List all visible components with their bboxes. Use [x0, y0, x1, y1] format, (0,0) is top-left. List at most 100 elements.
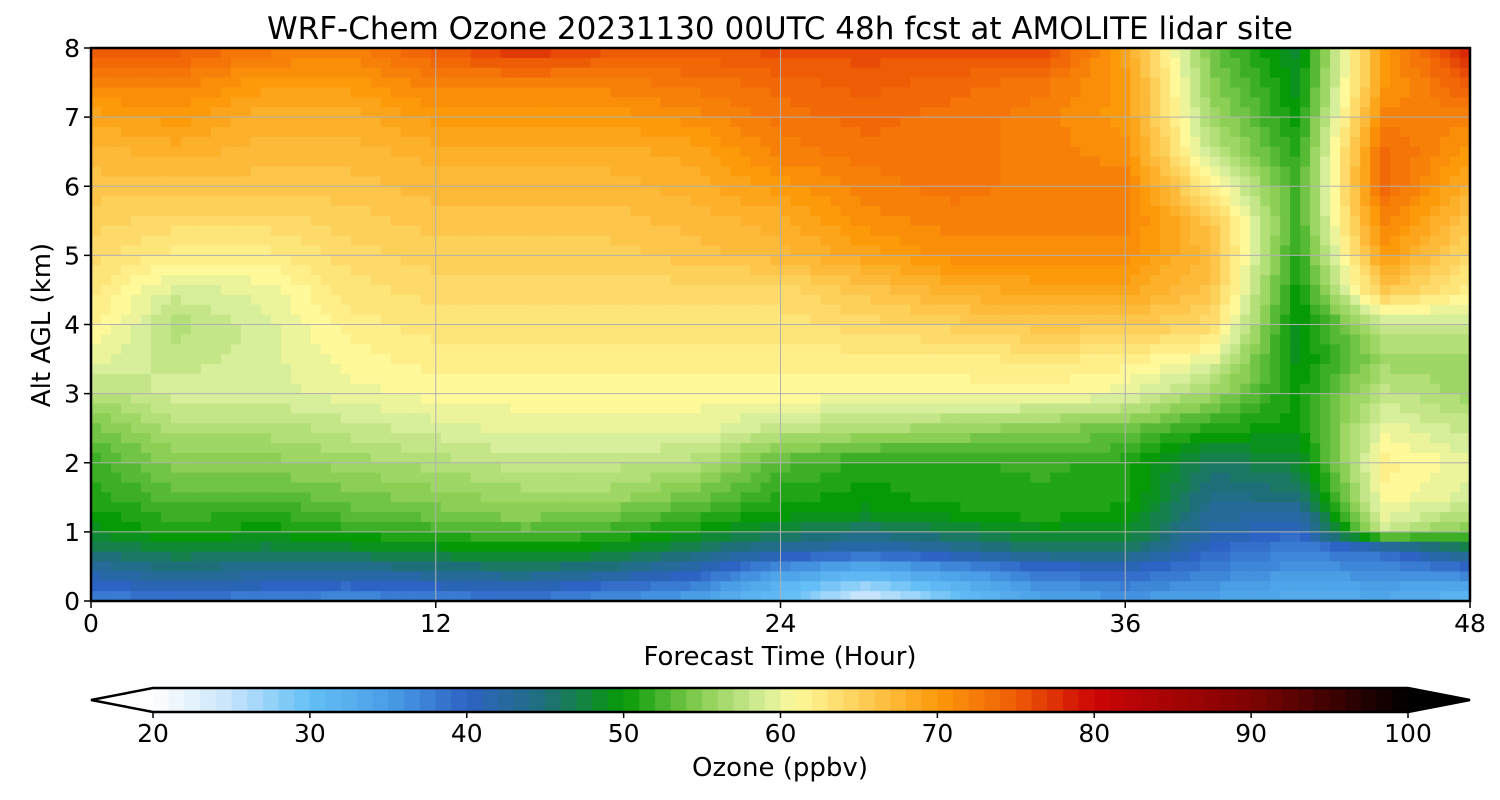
- ozone-cell: [1300, 255, 1311, 266]
- ozone-cell: [310, 285, 322, 296]
- ozone-cell: [280, 334, 292, 345]
- ozone-cell: [500, 127, 512, 138]
- ozone-cell: [1100, 77, 1111, 89]
- ozone-cell: [1260, 215, 1271, 227]
- ozone-cell: [300, 146, 312, 158]
- ozone-cell: [760, 245, 772, 256]
- ozone-cell: [1180, 146, 1191, 158]
- ozone-cell: [480, 344, 492, 355]
- ozone-cell: [1030, 275, 1041, 286]
- ozone-cell: [920, 334, 931, 345]
- ozone-cell: [570, 304, 582, 316]
- ozone-cell: [1110, 354, 1121, 365]
- ozone-cell: [830, 77, 842, 89]
- ozone-cell: [610, 127, 622, 138]
- ozone-cell: [830, 294, 842, 306]
- ozone-cell: [850, 275, 862, 286]
- ozone-cell: [1110, 215, 1121, 227]
- ozone-cell: [680, 294, 692, 306]
- ozone-cell: [1330, 294, 1341, 306]
- ozone-cell: [190, 275, 202, 286]
- ozone-cell: [210, 393, 222, 405]
- ozone-cell: [200, 186, 212, 197]
- ozone-cell: [1200, 225, 1211, 237]
- ozone-cell: [460, 166, 472, 177]
- ozone-cell: [1180, 373, 1191, 385]
- ozone-cell: [980, 87, 991, 98]
- ozone-cell: [1070, 206, 1081, 217]
- ozone-cell: [350, 97, 362, 108]
- ozone-cell: [220, 235, 232, 247]
- ozone-cell: [200, 294, 212, 306]
- ozone-cell: [740, 166, 752, 177]
- ozone-cell: [780, 127, 792, 138]
- ozone-cell: [850, 67, 862, 79]
- ozone-cell: [390, 136, 402, 148]
- ozone-cell: [610, 166, 622, 177]
- ozone-cell: [940, 364, 951, 375]
- ozone-cell: [630, 344, 642, 355]
- ozone-cell: [310, 265, 322, 276]
- ozone-cell: [550, 225, 562, 237]
- ozone-cell: [370, 186, 382, 197]
- ozone-cell: [1220, 48, 1231, 59]
- ozone-cell: [1420, 255, 1431, 266]
- ozone-cell: [880, 304, 892, 316]
- ozone-cell: [1460, 324, 1470, 335]
- ozone-cell: [930, 48, 941, 59]
- ozone-cell: [120, 324, 132, 335]
- ozone-cell: [1150, 186, 1161, 197]
- ozone-cell: [860, 344, 872, 355]
- ozone-cell: [1170, 77, 1181, 89]
- ozone-cell: [650, 304, 662, 316]
- ozone-cell: [370, 87, 382, 98]
- ozone-cell: [1060, 255, 1071, 266]
- ozone-cell: [840, 57, 852, 69]
- ozone-cell: [730, 206, 742, 217]
- ozone-cell: [1440, 324, 1451, 335]
- ozone-cell: [500, 285, 512, 296]
- ozone-cell: [650, 314, 662, 326]
- ozone-cell: [480, 373, 492, 385]
- ozone-cell: [140, 314, 152, 326]
- ozone-cell: [280, 265, 292, 276]
- ozone-cell: [1410, 117, 1421, 128]
- ozone-cell: [1410, 354, 1421, 365]
- ozone-cell: [800, 206, 812, 217]
- ozone-cell: [230, 215, 242, 227]
- ozone-cell: [230, 235, 242, 247]
- ozone-cell: [870, 87, 882, 98]
- ozone-cell: [360, 97, 372, 108]
- ozone-cell: [160, 215, 172, 227]
- ozone-cell: [490, 87, 502, 98]
- ozone-cell: [570, 294, 582, 306]
- ozone-cell: [1430, 334, 1441, 345]
- ozone-cell: [1410, 186, 1421, 197]
- ozone-cell: [410, 156, 422, 168]
- ozone-cell: [840, 166, 852, 177]
- ozone-cell: [1180, 304, 1191, 316]
- ozone-cell: [510, 235, 522, 247]
- ozone-cell: [760, 383, 772, 395]
- ozone-cell: [520, 67, 532, 79]
- ozone-cell: [1060, 373, 1071, 385]
- ozone-cell: [340, 393, 352, 405]
- ozone-cell: [250, 146, 262, 158]
- ozone-cell: [1410, 314, 1421, 326]
- ozone-cell: [330, 107, 342, 118]
- ozone-cell: [550, 196, 562, 207]
- ozone-cell: [570, 373, 582, 385]
- ozone-cell: [740, 67, 752, 79]
- ozone-cell: [600, 136, 612, 148]
- ozone-cell: [720, 294, 732, 306]
- ozone-cell: [420, 107, 432, 118]
- ozone-cell: [1460, 235, 1470, 247]
- ozone-cell: [420, 136, 432, 148]
- ozone-cell: [170, 235, 182, 247]
- ozone-cell: [400, 245, 412, 256]
- ozone-cell: [1130, 87, 1141, 98]
- ozone-cell: [830, 373, 842, 385]
- ozone-cell: [400, 364, 412, 375]
- ozone-cell: [1450, 146, 1461, 158]
- ozone-cell: [240, 107, 252, 118]
